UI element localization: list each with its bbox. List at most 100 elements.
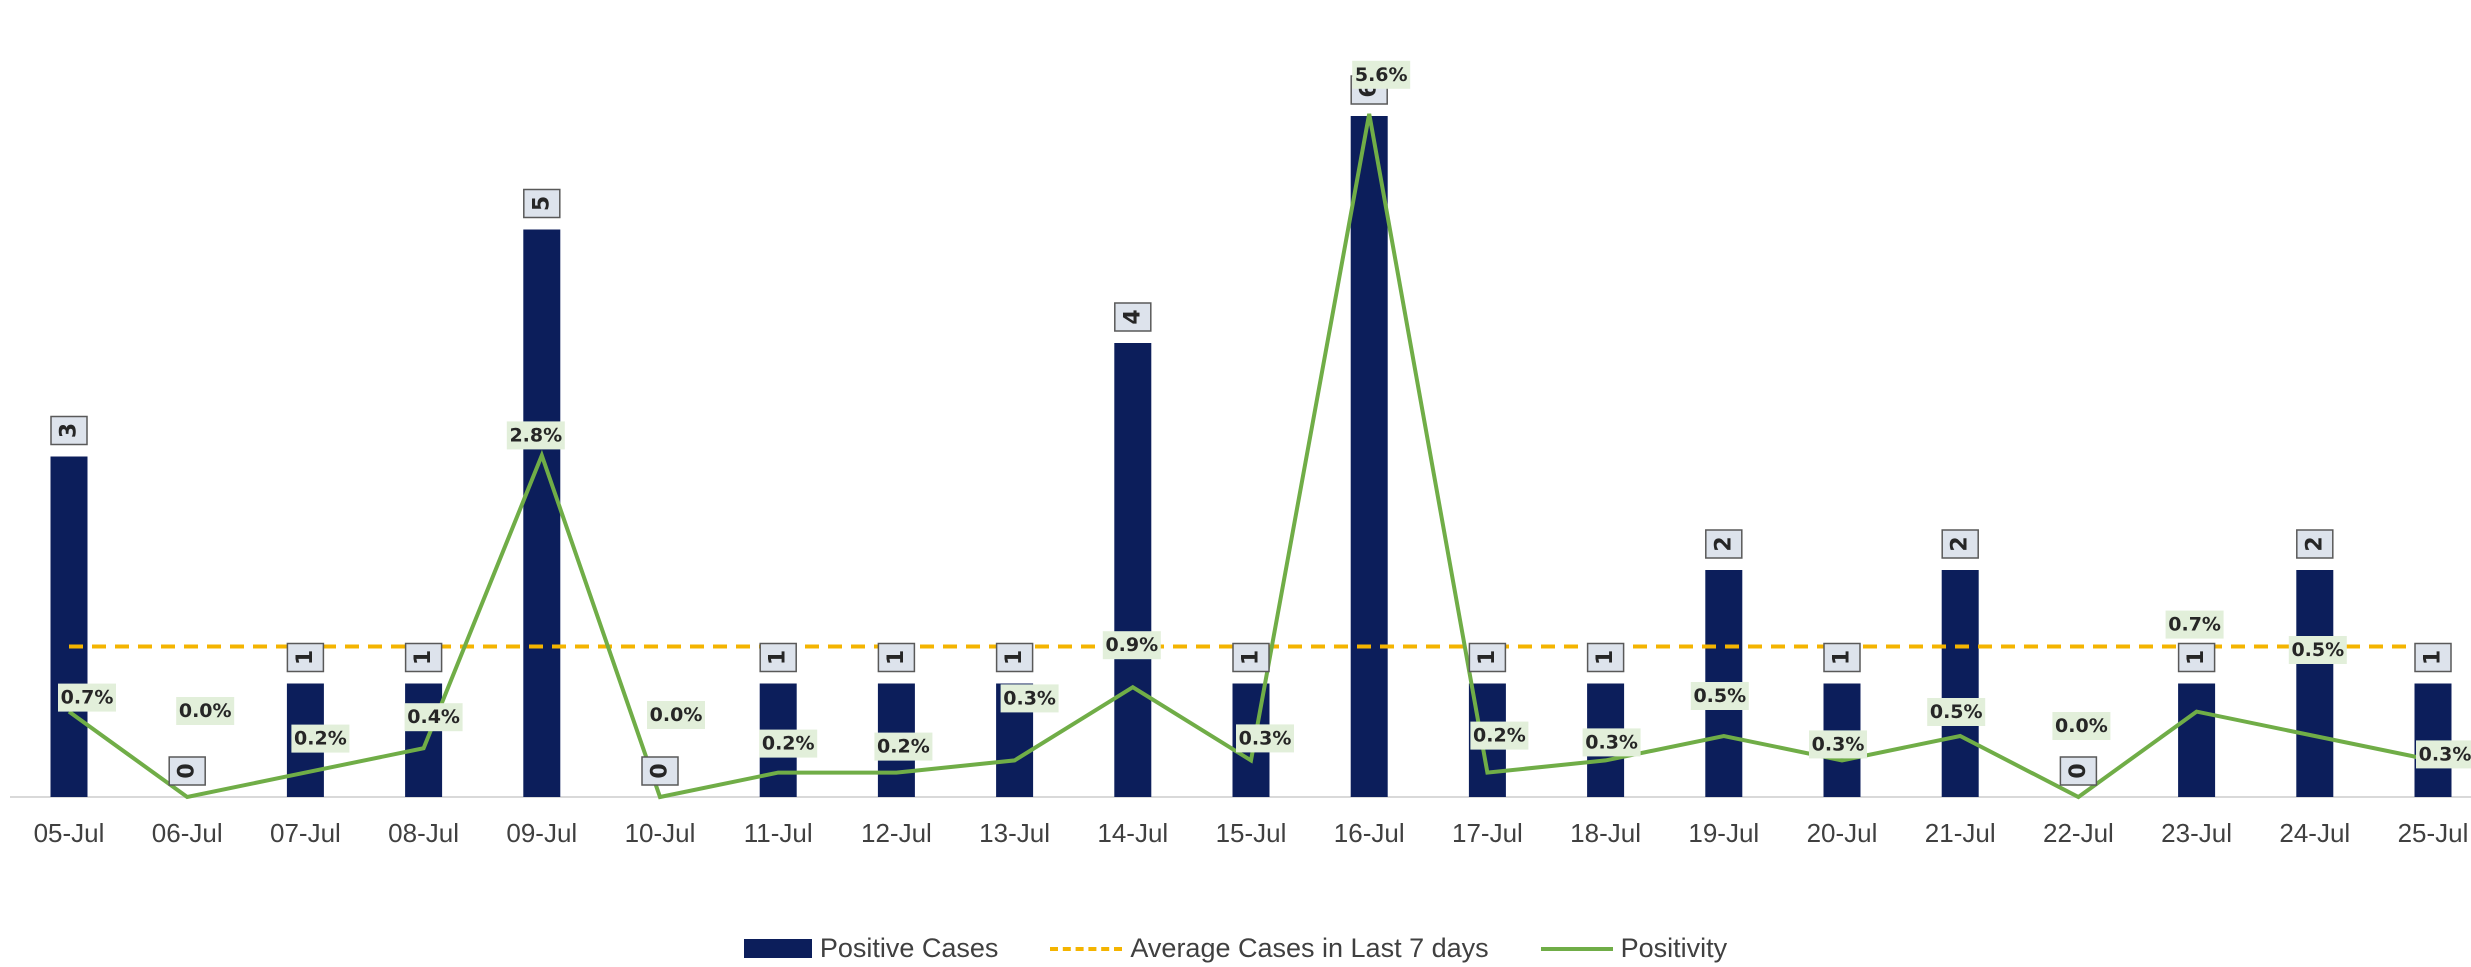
bar-value-label: 1 (1002, 650, 1027, 665)
bar-label-25-Jul: 1 (2414, 642, 2452, 673)
positivity-value-label: 0.2% (762, 733, 815, 755)
legend-label-positivity: Positivity (1620, 933, 1728, 963)
positivity-value-label: 0.5% (1930, 701, 1983, 723)
bar-label-19-Jul: 2 (1705, 529, 1743, 559)
positivity-labels-group: 0.7% 0.0% 0.2% 0.4% 2.8% 0.0% 0.2% 0.2% 0.3% 0.9%… (58, 60, 2471, 769)
x-tick-07-Jul: 07-Jul (270, 818, 341, 848)
positivity-label-09-Jul: 2.8% (506, 421, 565, 450)
positivity-value-label: 0.2% (294, 728, 347, 750)
x-tick-12-Jul: 12-Jul (861, 818, 932, 848)
x-tick-09-Jul: 09-Jul (506, 818, 577, 848)
positivity-label-17-Jul: 0.2% (1470, 721, 1529, 750)
bar-label-12-Jul: 1 (877, 642, 916, 673)
bar-label-05-Jul: 3 (50, 415, 88, 446)
bar-label-22-Jul: 0 (2059, 756, 2098, 786)
bar-05-Jul (50, 456, 88, 797)
positivity-label-22-Jul: 0.0% (2052, 712, 2111, 740)
positivity-label-05-Jul: 0.7% (58, 683, 116, 712)
bar-label-18-Jul: 1 (1586, 642, 1625, 673)
positivity-value-label: 0.3% (1003, 687, 1056, 709)
positivity-label-20-Jul: 0.3% (1809, 730, 1867, 759)
legend-label-average-cases: Average Cases in Last 7 days (1130, 933, 1489, 963)
legend-item-average-cases: Average Cases in Last 7 days (1050, 933, 1489, 964)
positivity-line (67, 113, 2434, 800)
bar-label-21-Jul: 2 (1941, 529, 1979, 559)
x-tick-13-Jul: 13-Jul (979, 818, 1050, 848)
positivity-value-label: 0.0% (179, 700, 232, 722)
bar-16-Jul (1350, 116, 1388, 797)
x-tick-18-Jul: 18-Jul (1570, 818, 1641, 848)
bar-23-Jul (2178, 683, 2216, 797)
x-tick-11-Jul: 11-Jul (744, 818, 813, 848)
positivity-label-24-Jul: 0.5% (2288, 636, 2347, 664)
legend-item-positivity: Positivity (1540, 933, 1728, 964)
bar-25-Jul (2414, 683, 2452, 797)
x-tick-16-Jul: 16-Jul (1334, 818, 1405, 848)
bar-value-label: 1 (1239, 650, 1264, 665)
bar-08-Jul (405, 683, 443, 797)
positivity-label-21-Jul: 0.5% (1927, 698, 1986, 726)
positivity-label-10-Jul: 0.0% (647, 701, 705, 729)
x-tick-22-Jul: 22-Jul (2043, 818, 2114, 848)
positivity-label-14-Jul: 0.9% (1102, 631, 1161, 660)
x-tick-17-Jul: 17-Jul (1452, 818, 1523, 848)
bar-label-13-Jul: 1 (995, 642, 1034, 673)
positivity-label-16-Jul: 5.6% (1352, 60, 1411, 89)
x-tick-14-Jul: 14-Jul (1097, 818, 1168, 848)
positivity-label-07-Jul: 0.2% (291, 724, 350, 753)
legend: Positive Cases Average Cases in Last 7 d… (0, 930, 2471, 967)
positivity-value-label: 2.8% (509, 424, 562, 446)
bar-value-label: 1 (1475, 650, 1500, 665)
legend-bar-swatch (743, 939, 812, 958)
positivity-value-label: 0.2% (877, 736, 930, 758)
bar-label-09-Jul: 5 (523, 188, 561, 219)
positivity-value-label: 0.3% (1812, 733, 1865, 755)
legend-item-positive-cases: Positive Cases (743, 933, 998, 964)
positivity-value-label: 0.3% (1239, 727, 1292, 749)
bar-21-Jul (1941, 570, 1979, 797)
positivity-label-15-Jul: 0.3% (1236, 724, 1294, 753)
bar-label-24-Jul: 2 (2296, 529, 2334, 559)
x-tick-06-Jul: 06-Jul (152, 818, 223, 848)
positivity-label-08-Jul: 0.4% (404, 703, 463, 732)
bar-value-label: 0 (175, 763, 200, 778)
bar-label-15-Jul: 1 (1232, 642, 1270, 673)
bar-value-label: 2 (1948, 536, 1973, 551)
positivity-value-label: 0.5% (2291, 639, 2344, 661)
positivity-label-13-Jul: 0.3% (1000, 684, 1059, 713)
legend-dash-swatch (1050, 946, 1123, 951)
bar-value-label: 1 (293, 650, 318, 665)
positivity-value-label: 0.3% (2419, 743, 2471, 765)
bar-09-Jul (523, 229, 561, 797)
x-tick-21-Jul: 21-Jul (1925, 818, 1996, 848)
bar-value-label: 5 (529, 196, 554, 211)
positivity-value-label: 0.2% (1473, 725, 1526, 747)
positivity-label-25-Jul: 0.3% (2416, 740, 2471, 769)
bar-label-07-Jul: 1 (286, 642, 325, 673)
bar-14-Jul (1114, 343, 1152, 797)
bar-value-label: 2 (2302, 536, 2327, 551)
bar-value-label: 1 (1593, 650, 1618, 665)
bar-label-06-Jul: 0 (168, 756, 206, 786)
positivity-value-label: 0.7% (61, 687, 114, 709)
positivity-label-18-Jul: 0.3% (1582, 728, 1641, 757)
x-tick-19-Jul: 19-Jul (1688, 818, 1759, 848)
bar-label-23-Jul: 1 (2177, 642, 2216, 673)
x-tick-20-Jul: 20-Jul (1807, 818, 1878, 848)
bar-value-label: 0 (648, 763, 673, 778)
positivity-value-label: 0.0% (650, 704, 703, 726)
bar-label-14-Jul: 4 (1114, 302, 1152, 332)
bar-value-label: 1 (884, 650, 909, 665)
bar-value-label: 0 (2066, 763, 2091, 778)
positivity-value-label: 0.7% (2168, 614, 2221, 636)
bar-value-label: 1 (2184, 650, 2209, 665)
bar-value-label: 1 (2421, 650, 2446, 665)
x-tick-05-Jul: 05-Jul (34, 818, 105, 848)
x-tick-25-Jul: 25-Jul (2398, 818, 2469, 848)
x-tick-08-Jul: 08-Jul (388, 818, 459, 848)
x-tick-15-Jul: 15-Jul (1216, 818, 1287, 848)
positivity-label-19-Jul: 0.5% (1690, 682, 1749, 710)
positivity-label-11-Jul: 0.2% (759, 729, 818, 758)
positivity-label-06-Jul: 0.0% (176, 697, 235, 725)
positivity-label-12-Jul: 0.2% (874, 732, 933, 761)
